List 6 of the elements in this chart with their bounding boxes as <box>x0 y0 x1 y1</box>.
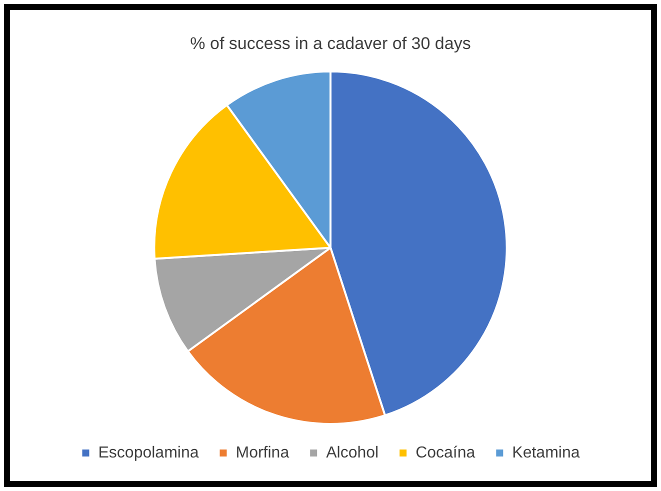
legend-label: Escopolamina <box>98 444 199 462</box>
legend-label: Ketamina <box>512 444 580 462</box>
legend-label: Alcohol <box>326 444 379 462</box>
legend-label: Morfina <box>236 444 290 462</box>
legend-label: Cocaína <box>416 444 476 462</box>
chart-title: % of success in a cadaver of 30 days <box>190 34 471 53</box>
